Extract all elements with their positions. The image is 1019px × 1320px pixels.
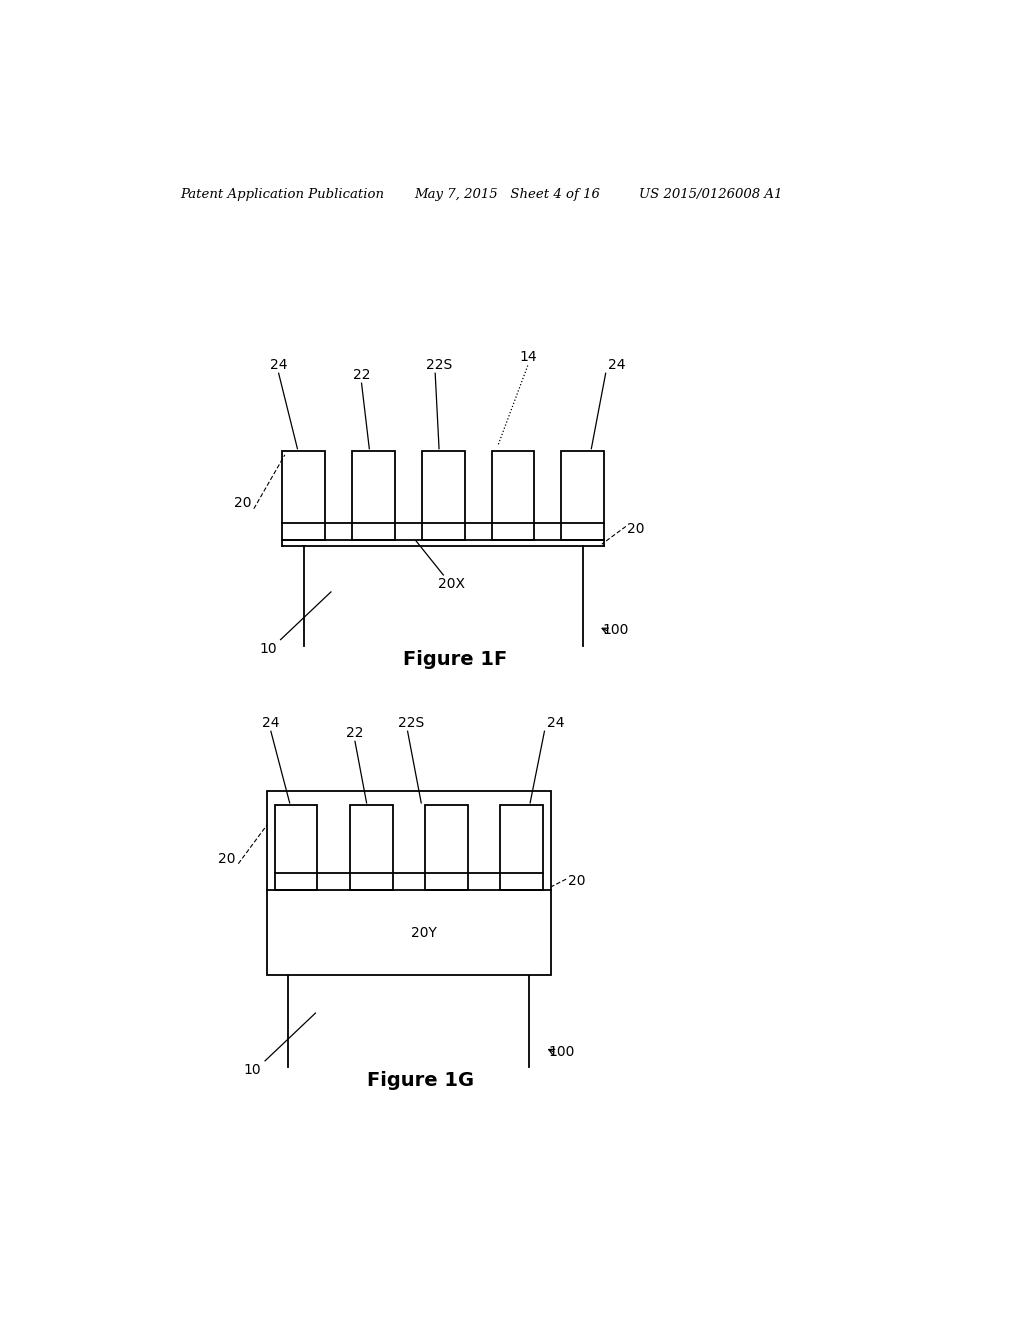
- Text: Figure 1G: Figure 1G: [367, 1071, 474, 1090]
- Polygon shape: [425, 805, 468, 890]
- Text: 24: 24: [270, 358, 287, 372]
- Text: 100: 100: [601, 623, 628, 638]
- Text: Patent Application Publication: Patent Application Publication: [180, 187, 384, 201]
- Text: May 7, 2015   Sheet 4 of 16: May 7, 2015 Sheet 4 of 16: [414, 187, 599, 201]
- Polygon shape: [422, 451, 465, 540]
- Text: US 2015/0126008 A1: US 2015/0126008 A1: [638, 187, 782, 201]
- Polygon shape: [560, 451, 603, 540]
- Polygon shape: [499, 805, 542, 890]
- Text: 22S: 22S: [398, 715, 424, 730]
- Text: 14: 14: [519, 350, 536, 364]
- Text: 22: 22: [345, 726, 364, 739]
- Polygon shape: [274, 805, 317, 890]
- Text: 20: 20: [218, 853, 235, 866]
- Text: 20Y: 20Y: [411, 925, 437, 940]
- Text: 22S: 22S: [426, 358, 451, 372]
- Polygon shape: [352, 451, 394, 540]
- Text: 100: 100: [548, 1044, 575, 1059]
- Text: 20: 20: [233, 496, 252, 511]
- Polygon shape: [491, 451, 534, 540]
- Polygon shape: [267, 792, 550, 974]
- Text: 10: 10: [244, 1063, 261, 1077]
- Text: 10: 10: [259, 642, 276, 656]
- Text: 22: 22: [353, 368, 370, 381]
- Polygon shape: [282, 451, 325, 540]
- Text: 20: 20: [627, 521, 644, 536]
- Text: 24: 24: [546, 715, 564, 730]
- Text: 24: 24: [262, 715, 279, 730]
- Text: 20: 20: [568, 874, 585, 887]
- Text: 20X: 20X: [437, 577, 464, 590]
- Polygon shape: [350, 805, 392, 890]
- Text: Figure 1F: Figure 1F: [403, 649, 506, 669]
- Text: 24: 24: [607, 358, 625, 372]
